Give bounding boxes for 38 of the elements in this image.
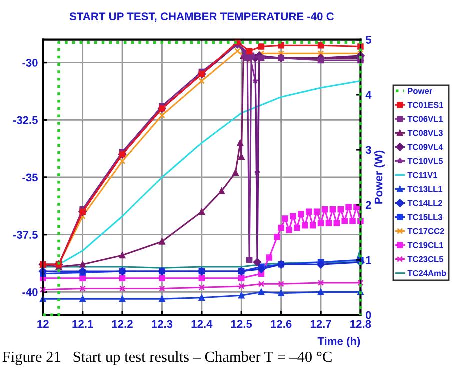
y-tick-label: -37.5 bbox=[13, 231, 38, 239]
y2-tick-label: 5 bbox=[366, 36, 372, 44]
y-tick-label: -32.5 bbox=[13, 116, 38, 124]
y-tick-label: -35 bbox=[22, 174, 38, 182]
x-tick-label: 12.7 bbox=[310, 320, 332, 328]
x-tick-label: 12.8 bbox=[350, 320, 372, 328]
y2-tick-label: 2 bbox=[366, 201, 372, 210]
x-tick-label: 12.2 bbox=[112, 320, 133, 328]
x-tick-label: 12 bbox=[38, 320, 49, 328]
legend-label: TC15LL3 bbox=[408, 214, 443, 220]
y2-axis-title: Power (W) bbox=[374, 150, 385, 204]
legend-label: TC19CL1 bbox=[408, 242, 444, 248]
caption: Figure 21 Start up test results – Chamber T = –40 °C bbox=[2, 351, 332, 366]
x-tick-label: 12.3 bbox=[152, 320, 173, 328]
y-tick-label: -40 bbox=[22, 288, 38, 296]
legend-label: TC06VL1 bbox=[408, 116, 444, 122]
legend-label: Power bbox=[408, 88, 433, 94]
y2-tick-label: 3 bbox=[366, 146, 372, 154]
legend-label: TC08VL3 bbox=[408, 130, 443, 136]
legend-label: TC09VL4 bbox=[408, 144, 444, 150]
legend-label: TC10VL5 bbox=[408, 158, 444, 164]
legend-label: TC23CL5 bbox=[408, 256, 444, 262]
x-tick-label: 12.5 bbox=[232, 320, 252, 328]
legend-label: TC24Amb bbox=[408, 270, 446, 276]
legend-label: TC17CC2 bbox=[408, 228, 444, 234]
legend-label: TC14LL2 bbox=[408, 200, 442, 206]
legend-label: TC13LL1 bbox=[408, 186, 443, 192]
legend-label: TC11V1 bbox=[408, 172, 438, 178]
x-tick-label: 12.1 bbox=[72, 320, 94, 328]
y2-tick-label: 1 bbox=[366, 256, 372, 264]
y2-tick-label: 0 bbox=[366, 311, 372, 320]
y2-tick-label: 4 bbox=[366, 91, 372, 99]
x-axis-title: Time (h) bbox=[318, 337, 360, 348]
x-tick-label: 12.4 bbox=[192, 320, 213, 328]
y-tick-label: -30 bbox=[22, 59, 38, 67]
chart-title: START UP TEST, CHAMBER TEMPERATURE -40 C bbox=[70, 12, 334, 22]
legend-label: TC01ES1 bbox=[408, 102, 444, 108]
x-tick-label: 12.6 bbox=[271, 320, 292, 328]
